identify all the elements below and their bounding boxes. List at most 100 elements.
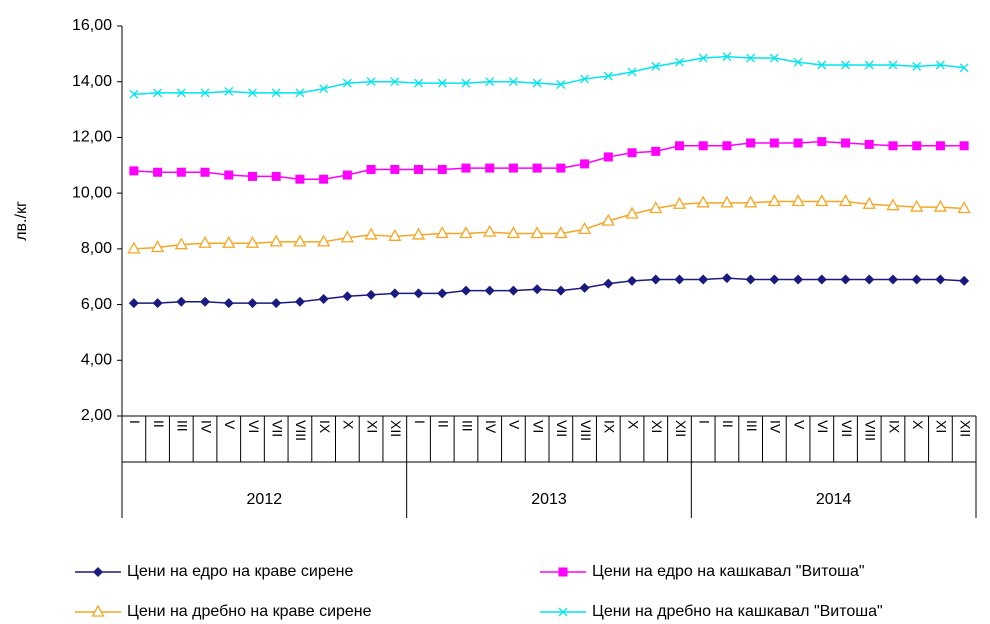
marker	[366, 289, 377, 300]
marker	[841, 60, 850, 70]
marker	[651, 146, 661, 156]
x-tick-label: VI	[246, 420, 262, 433]
marker	[224, 170, 234, 180]
marker	[767, 194, 781, 207]
y-tick-label: 14,00	[72, 73, 112, 90]
marker	[577, 222, 592, 235]
marker	[816, 274, 827, 285]
series-line	[133, 140, 965, 180]
marker	[720, 195, 734, 208]
marker	[271, 298, 282, 309]
x-tick-label: VII	[554, 420, 570, 437]
y-tick-label: 8,00	[81, 240, 112, 257]
marker	[390, 164, 400, 174]
marker	[840, 274, 851, 285]
y-tick-label: 6,00	[81, 296, 112, 313]
marker	[461, 163, 471, 173]
marker	[935, 274, 946, 285]
marker	[437, 164, 447, 174]
series-line	[133, 277, 965, 304]
marker	[508, 285, 519, 296]
marker	[933, 199, 948, 212]
marker	[815, 194, 829, 207]
x-tick-label: III	[459, 420, 475, 432]
marker	[722, 52, 732, 62]
marker	[791, 194, 805, 207]
marker	[198, 235, 212, 248]
marker	[224, 87, 234, 96]
marker	[484, 285, 495, 296]
marker	[342, 291, 353, 302]
marker	[627, 148, 637, 158]
marker	[696, 195, 710, 208]
marker	[580, 74, 590, 84]
marker	[864, 60, 874, 70]
marker	[627, 275, 638, 286]
marker	[841, 138, 851, 148]
marker	[745, 274, 756, 285]
marker	[222, 235, 236, 248]
marker	[176, 167, 186, 177]
marker	[200, 167, 210, 177]
marker	[460, 285, 471, 296]
marker	[532, 284, 543, 295]
marker	[532, 163, 542, 173]
x-tick-label: X	[910, 420, 926, 430]
marker	[435, 226, 449, 239]
marker	[176, 296, 187, 307]
x-tick-label: XII	[673, 420, 689, 437]
marker	[366, 164, 376, 174]
marker	[152, 298, 163, 309]
marker	[532, 78, 542, 88]
y-tick-label: 12,00	[72, 129, 112, 146]
marker	[318, 294, 329, 304]
marker	[959, 63, 969, 73]
marker	[817, 137, 827, 147]
x-tick-label: IV	[483, 420, 499, 434]
marker	[910, 199, 924, 212]
marker	[838, 194, 853, 207]
x-group-label: 2013	[531, 491, 567, 508]
series-line	[133, 200, 965, 250]
marker	[174, 237, 188, 250]
x-tick-label: IV	[768, 420, 784, 434]
marker	[698, 274, 709, 285]
marker	[888, 60, 898, 70]
marker	[888, 141, 898, 151]
marker	[672, 196, 687, 209]
marker	[269, 234, 283, 247]
marker	[247, 298, 258, 309]
marker	[746, 138, 756, 148]
y-tick-label: 16,00	[72, 17, 112, 34]
marker	[793, 274, 804, 285]
marker	[364, 227, 378, 240]
marker	[295, 88, 305, 98]
marker	[744, 195, 758, 208]
x-group-label: 2014	[816, 491, 852, 508]
marker	[319, 84, 329, 94]
x-tick-label: IX	[602, 420, 618, 434]
marker	[649, 201, 663, 214]
marker	[340, 230, 354, 243]
marker	[864, 139, 874, 149]
y-tick-label: 10,00	[72, 184, 112, 201]
marker	[911, 274, 922, 285]
marker	[627, 67, 637, 77]
x-tick-label: XI	[934, 420, 950, 433]
marker	[508, 163, 518, 173]
marker	[459, 226, 473, 239]
marker	[294, 296, 305, 307]
marker	[485, 163, 495, 173]
marker	[675, 57, 684, 67]
marker	[817, 60, 827, 70]
x-tick-label: V	[222, 420, 238, 430]
x-tick-label: XII	[388, 420, 404, 437]
legend-label: Цени на едро на краве сирене	[127, 563, 353, 580]
marker	[862, 196, 876, 209]
marker	[554, 226, 568, 239]
marker	[887, 274, 898, 285]
legend-label: Цени на дребно на кашкавал "Витоша"	[592, 603, 883, 620]
marker	[555, 285, 566, 296]
x-tick-label: II	[720, 420, 736, 428]
